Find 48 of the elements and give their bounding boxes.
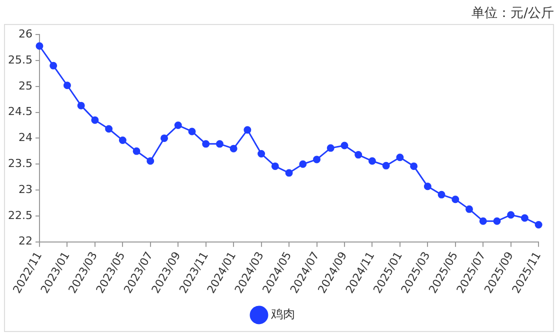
point xyxy=(63,82,71,90)
point xyxy=(534,220,542,228)
y-tick-label: 22 xyxy=(18,234,32,248)
point xyxy=(520,214,528,222)
point xyxy=(382,162,390,170)
point xyxy=(396,154,404,162)
point xyxy=(174,122,182,130)
point xyxy=(216,140,224,148)
y-tick-label: 25 xyxy=(18,79,32,92)
y-tick-label: 25.5 xyxy=(8,53,32,66)
point xyxy=(146,157,154,165)
point xyxy=(160,134,168,142)
y-tick-label: 26 xyxy=(18,27,32,40)
point xyxy=(188,128,196,136)
point xyxy=(258,150,266,158)
point xyxy=(118,136,126,144)
point xyxy=(354,151,362,159)
point xyxy=(36,42,44,50)
point xyxy=(410,162,418,170)
point xyxy=(340,142,348,150)
point xyxy=(326,144,334,152)
point xyxy=(368,157,376,165)
point xyxy=(285,169,293,177)
point xyxy=(313,156,321,164)
point xyxy=(507,211,515,219)
point xyxy=(105,125,113,133)
text: 单位：元/公斤 xyxy=(472,5,554,22)
point xyxy=(452,196,460,204)
y-tick-label: 22.5 xyxy=(8,208,32,222)
y-tick-label: 24.5 xyxy=(8,105,32,118)
point xyxy=(299,160,307,168)
point xyxy=(77,102,85,110)
point xyxy=(479,217,487,225)
point xyxy=(466,205,474,213)
point xyxy=(271,162,279,170)
y-tick-label: 24 xyxy=(18,131,32,144)
point xyxy=(244,126,252,134)
point xyxy=(438,190,446,198)
point xyxy=(493,217,501,225)
y-tick-label: 23.5 xyxy=(8,156,32,170)
point xyxy=(424,182,432,190)
legend-label: 鸡肉 xyxy=(270,307,295,322)
point xyxy=(230,144,238,152)
y-tick-label: 23 xyxy=(18,182,32,196)
point xyxy=(202,140,210,148)
point xyxy=(91,116,99,124)
point xyxy=(132,147,140,155)
point xyxy=(50,62,58,70)
